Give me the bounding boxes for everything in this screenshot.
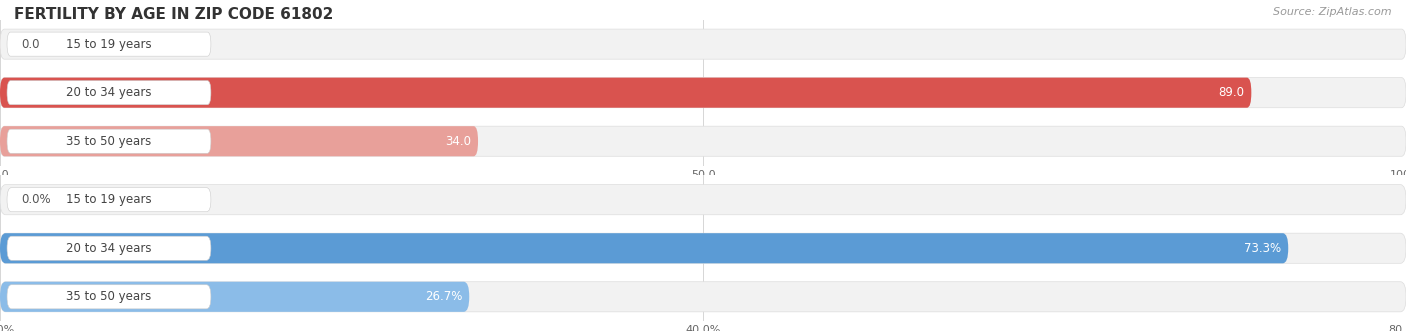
FancyBboxPatch shape <box>0 282 470 312</box>
FancyBboxPatch shape <box>7 285 211 309</box>
Text: 20 to 34 years: 20 to 34 years <box>66 86 152 99</box>
FancyBboxPatch shape <box>7 236 211 260</box>
Text: 15 to 19 years: 15 to 19 years <box>66 38 152 51</box>
Text: Source: ZipAtlas.com: Source: ZipAtlas.com <box>1274 7 1392 17</box>
FancyBboxPatch shape <box>7 188 211 212</box>
Text: 20 to 34 years: 20 to 34 years <box>66 242 152 255</box>
FancyBboxPatch shape <box>0 185 1406 215</box>
FancyBboxPatch shape <box>7 81 211 105</box>
FancyBboxPatch shape <box>0 78 1251 108</box>
FancyBboxPatch shape <box>0 282 1406 312</box>
FancyBboxPatch shape <box>0 126 1406 156</box>
FancyBboxPatch shape <box>0 233 1406 263</box>
FancyBboxPatch shape <box>7 129 211 153</box>
Text: 35 to 50 years: 35 to 50 years <box>66 290 152 303</box>
Text: FERTILITY BY AGE IN ZIP CODE 61802: FERTILITY BY AGE IN ZIP CODE 61802 <box>14 7 333 22</box>
Text: 0.0: 0.0 <box>21 38 39 51</box>
FancyBboxPatch shape <box>0 78 1406 108</box>
FancyBboxPatch shape <box>0 126 478 156</box>
Text: 73.3%: 73.3% <box>1244 242 1281 255</box>
Text: 89.0: 89.0 <box>1219 86 1244 99</box>
Text: 0.0%: 0.0% <box>21 193 51 206</box>
FancyBboxPatch shape <box>0 29 1406 59</box>
Text: 34.0: 34.0 <box>446 135 471 148</box>
Text: 15 to 19 years: 15 to 19 years <box>66 193 152 206</box>
Text: 35 to 50 years: 35 to 50 years <box>66 135 152 148</box>
Text: 26.7%: 26.7% <box>425 290 463 303</box>
FancyBboxPatch shape <box>7 32 211 56</box>
FancyBboxPatch shape <box>0 233 1288 263</box>
